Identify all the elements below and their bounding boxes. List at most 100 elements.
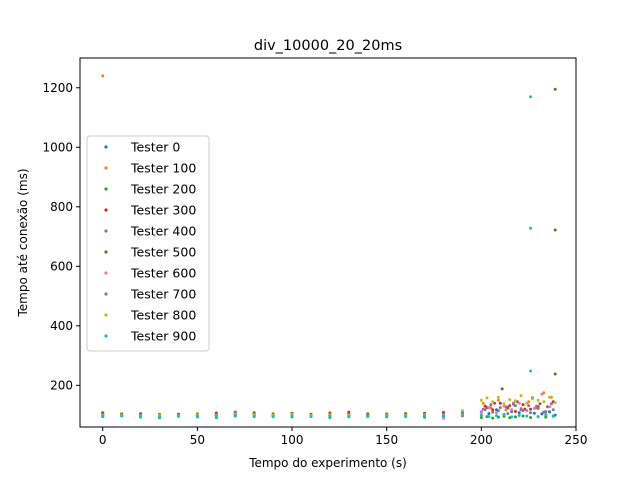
- data-point-tester-6-22: [494, 411, 498, 415]
- data-point-tester-3-25: [521, 403, 525, 407]
- data-point-tester-8-33: [553, 401, 557, 405]
- data-point-tester-5-22: [500, 387, 504, 391]
- legend-label: Tester 500: [130, 245, 196, 260]
- data-point-tester-0-29: [548, 410, 551, 414]
- legend-label: Tester 200: [130, 182, 196, 197]
- data-point-tester-7-25: [521, 409, 525, 413]
- legend-marker: [104, 334, 108, 338]
- data-point-tester-8-28: [525, 401, 529, 405]
- legend-marker: [104, 208, 108, 212]
- data-point-tester-9-30: [536, 415, 540, 419]
- data-point-tester-9-18: [441, 414, 445, 418]
- legend-marker: [104, 250, 108, 254]
- data-point-tester-6-25: [517, 401, 521, 405]
- data-point-tester-0-25: [517, 411, 521, 415]
- data-point-tester-9-13: [347, 415, 351, 419]
- legend-marker: [104, 166, 108, 170]
- data-point-tester-2-27: [521, 414, 525, 418]
- y-tick-label: 800: [50, 200, 73, 214]
- data-point-tester-9-2: [139, 415, 143, 419]
- data-point-tester-9-4: [176, 414, 180, 418]
- data-point-tester-7-24: [513, 404, 517, 408]
- legend-marker: [104, 145, 108, 149]
- data-point-tester-7-28: [544, 410, 548, 414]
- data-point-tester-9-24: [510, 415, 514, 419]
- legend-marker: [104, 271, 108, 275]
- data-point-tester-1-22: [496, 398, 500, 402]
- data-point-tester-9-29: [529, 369, 533, 373]
- data-point-tester-0-27: [532, 411, 536, 415]
- data-point-tester-3-26: [529, 407, 533, 411]
- data-point-tester-8-24: [502, 402, 506, 406]
- x-tick-label: 0: [99, 433, 107, 447]
- data-point-tester-6-23: [502, 404, 506, 408]
- legend-label: Tester 300: [130, 203, 196, 218]
- data-point-tester-9-15: [385, 414, 389, 418]
- x-tick-label: 50: [190, 433, 205, 447]
- data-point-tester-6-20: [479, 410, 483, 414]
- scatter-points: [101, 74, 557, 420]
- y-tick-label: 400: [50, 319, 73, 333]
- data-point-tester-6-21: [487, 406, 491, 410]
- data-point-tester-2-20: [479, 415, 483, 419]
- data-point-tester-4-29: [549, 402, 553, 406]
- data-point-tester-7-29: [551, 408, 555, 412]
- data-point-tester-2-22: [491, 416, 495, 420]
- data-point-tester-9-11: [309, 415, 313, 419]
- data-point-tester-9-32: [551, 414, 555, 418]
- data-point-tester-8-21: [485, 396, 489, 400]
- data-point-tester-3-24: [513, 410, 517, 414]
- data-point-tester-8-25: [508, 398, 512, 402]
- legend-marker: [104, 187, 108, 191]
- y-tick-label: 1200: [42, 81, 73, 95]
- data-point-tester-8-20: [479, 398, 483, 402]
- legend-box: [86, 135, 210, 352]
- y-tick-label: 600: [50, 259, 73, 273]
- data-point-tester-7-27: [536, 407, 540, 411]
- data-point-tester-5-23: [508, 404, 512, 408]
- legend-marker: [104, 229, 108, 233]
- data-point-tester-9-14: [366, 415, 370, 419]
- legend-label: Tester 800: [130, 308, 196, 323]
- legend-label: Tester 900: [130, 329, 196, 344]
- data-point-tester-1-20: [481, 401, 485, 405]
- data-point-tester-9-28: [529, 226, 533, 230]
- data-point-tester-9-22: [494, 414, 498, 418]
- legend-marker: [104, 292, 108, 296]
- data-point-tester-9-12: [328, 414, 332, 418]
- y-tick-label: 1000: [42, 140, 73, 154]
- x-tick-label: 200: [470, 433, 493, 447]
- chart-title: div_10000_20_20ms: [254, 38, 402, 54]
- data-point-tester-9-16: [404, 415, 408, 419]
- data-point-tester-6-26: [525, 409, 529, 413]
- data-point-tester-1-0: [101, 74, 105, 78]
- data-point-tester-9-17: [423, 414, 427, 418]
- data-point-tester-4-22: [496, 409, 500, 413]
- legend-label: Tester 700: [130, 287, 196, 302]
- data-point-tester-4-26: [527, 404, 531, 408]
- data-point-tester-9-5: [195, 415, 199, 419]
- data-point-tester-7-20: [483, 408, 487, 412]
- data-point-tester-9-0: [101, 414, 105, 418]
- data-point-tester-8-31: [542, 400, 546, 404]
- data-point-tester-4-21: [489, 403, 493, 407]
- data-point-tester-9-8: [252, 414, 256, 418]
- data-point-tester-8-26: [513, 399, 517, 403]
- data-point-tester-0-28: [540, 412, 544, 416]
- data-point-tester-6-28: [540, 392, 544, 396]
- data-point-tester-9-9: [271, 415, 275, 419]
- legend-marker: [104, 313, 108, 317]
- data-point-tester-8-27: [519, 394, 523, 398]
- legend: Tester 0 Tester 100 Tester 200 Tester 300 Te…: [86, 135, 210, 352]
- data-point-tester-9-20: [479, 413, 483, 417]
- data-point-tester-9-31: [544, 413, 548, 417]
- data-point-tester-8-22: [491, 400, 495, 404]
- data-point-tester-5-30: [553, 228, 557, 232]
- x-tick-label: 100: [281, 433, 304, 447]
- data-point-tester-6-24: [510, 408, 514, 412]
- x-axis-label: Tempo do experimento (s): [248, 456, 407, 470]
- data-point-tester-9-10: [290, 414, 294, 418]
- y-tick-label: 200: [50, 378, 73, 392]
- data-point-tester-8-23: [496, 395, 500, 399]
